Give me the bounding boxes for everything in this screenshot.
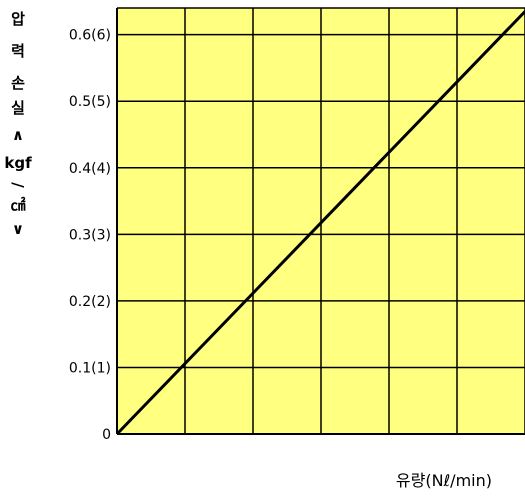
x-axis-label: 유량(Nℓ/min)	[396, 471, 492, 490]
y-tick-label: 0.5(5)	[69, 94, 111, 110]
y-tick-labels: 0 0.1(1) 0.2(2) 0.3(3) 0.4(4) 0.5(5) 0.6(6)	[69, 28, 111, 443]
y-tick-label: 0.4(4)	[69, 161, 111, 177]
y-axis-label-char: kgf	[4, 154, 32, 172]
grid-layer	[116, 7, 525, 435]
y-tick-label: 0.3(3)	[69, 227, 111, 243]
y-axis-label-char: 실	[11, 99, 25, 117]
y-axis-label-char: ㎠	[10, 196, 25, 214]
series-layer	[115, 9, 525, 436]
y-tick-label: 0	[102, 427, 111, 443]
y-tick-label: 0.1(1)	[69, 360, 111, 376]
y-axis-label-char: 손	[11, 74, 25, 92]
series-line	[115, 9, 525, 436]
y-axis-label-char: 압	[11, 10, 25, 28]
y-tick-label: 0.2(2)	[69, 294, 111, 310]
y-axis-label-char: /	[9, 182, 27, 188]
y-axis-label-char: ∨	[12, 220, 24, 238]
y-tick-label: 0.6(6)	[69, 28, 111, 44]
y-axis-label-char: ∧	[12, 126, 24, 144]
y-axis-label-char: 력	[11, 42, 25, 60]
